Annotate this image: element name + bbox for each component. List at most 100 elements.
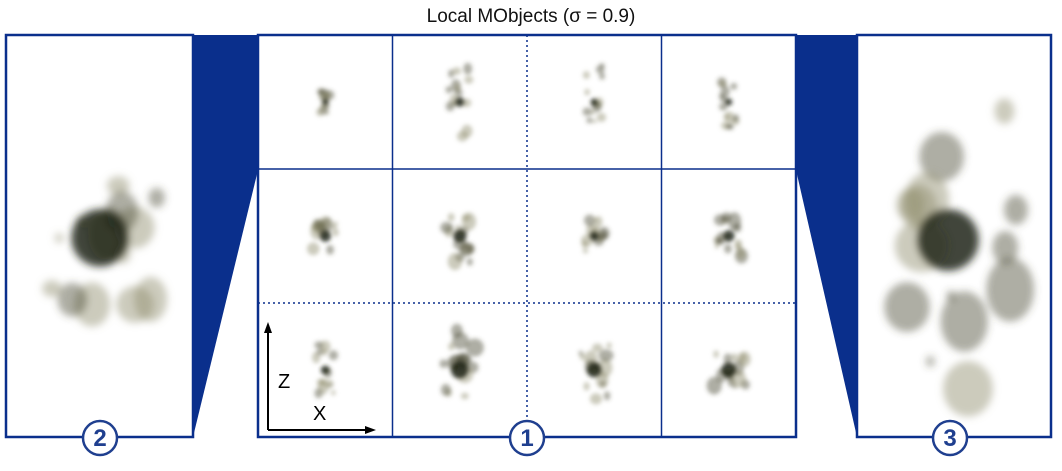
blob-fragment [723, 353, 733, 365]
blob-fragment [459, 242, 474, 257]
blob-fragment [724, 243, 732, 254]
blob-fragment [718, 103, 728, 111]
badge-1-circle [508, 419, 546, 457]
blob-fragment [579, 353, 585, 361]
axes-indicator: Z X [264, 322, 376, 434]
blob-fragment [596, 112, 607, 122]
blob-fragment [582, 107, 592, 116]
blob-fragment [586, 117, 593, 124]
badge-2-circle [81, 419, 119, 457]
blob-fragment [583, 382, 590, 391]
blob-fragment [603, 391, 611, 401]
grid-object-r1-c4 [717, 77, 740, 130]
blob-core [322, 98, 329, 106]
blob-fragment [316, 108, 324, 117]
blob-fragment [599, 72, 605, 80]
blob-fragment [445, 101, 455, 112]
blob-fragment [42, 280, 62, 297]
blob-fragment [332, 221, 338, 227]
blob-fragment [598, 236, 603, 243]
blob-fragment [54, 233, 64, 243]
blob-fragment [592, 119, 597, 124]
blob-core [586, 362, 602, 378]
grid-object-r1-c1 [316, 88, 335, 117]
blob-fragment [451, 332, 469, 350]
grid-objects [306, 62, 751, 405]
badge-3: 3 [931, 419, 969, 457]
blob-fragment [718, 93, 725, 99]
blob-fragment [332, 228, 339, 237]
x-axis-label: X [313, 403, 326, 425]
zoom-panel-2-object [42, 176, 168, 327]
grid-object-r3-c3 [578, 342, 614, 405]
blob-fragment [316, 348, 323, 356]
grid-object-r2-c1 [306, 216, 339, 256]
figure-title: Local MObjects (σ = 0.9) [427, 6, 636, 27]
blob-fragment [940, 291, 988, 352]
blob-fragment [606, 342, 612, 349]
grid-object-r2-c3 [581, 214, 610, 254]
blob-fragment [448, 342, 455, 351]
badge-2: 2 [81, 419, 119, 457]
badge-1-label: 1 [520, 425, 533, 452]
blob-fragment [582, 71, 590, 80]
blob-fragment [316, 378, 324, 387]
grid-object-r1-c3 [582, 63, 607, 124]
blob-fragment [466, 257, 473, 266]
grid-objects-blurred [306, 62, 751, 405]
blob-core [320, 365, 330, 375]
blob-fragment [106, 176, 130, 196]
blob-fragment [736, 246, 746, 259]
blob-fragment [316, 88, 324, 95]
blob-fragment [727, 212, 742, 231]
badge-2-label: 2 [93, 425, 106, 452]
blob-fragment [439, 359, 448, 369]
blob-core [917, 209, 979, 271]
blob-fragment [706, 376, 722, 395]
blob-core [725, 98, 733, 106]
blob-fragment [440, 221, 453, 234]
grid-object-r3-c4 [706, 350, 751, 395]
blob-fragment [592, 343, 603, 353]
blob-fragment [455, 224, 461, 231]
blob-core [721, 362, 737, 378]
blob-fragment [725, 123, 732, 130]
blob-fragment [440, 383, 451, 396]
blob-core [589, 231, 600, 241]
grid-object-r3-c1 [311, 340, 339, 399]
grid-object-r2-c4 [713, 212, 749, 264]
blob-core [319, 230, 331, 242]
blob-fragment [884, 282, 930, 332]
blob-core [454, 97, 465, 107]
blob-fragment [730, 82, 738, 90]
blob-fragment [714, 243, 720, 249]
grid-object-r1-c2 [445, 62, 474, 142]
blob-core [450, 361, 469, 379]
z-axis-label: Z [278, 371, 290, 393]
blob-fragment [330, 390, 336, 396]
right-zoom-connector [796, 35, 857, 437]
blob-fragment [732, 114, 740, 122]
badge-3-label: 3 [943, 425, 956, 452]
blob-fragment [582, 248, 589, 254]
badge-3-circle [931, 419, 969, 457]
blob-fragment [592, 217, 598, 222]
blob-fragment [454, 83, 461, 92]
grid-object-r3-c2 [439, 323, 484, 400]
blob-fragment [713, 350, 719, 358]
blob-fragment [896, 188, 925, 222]
blob-fragment [992, 230, 1019, 265]
blob-fragment [731, 353, 738, 362]
blob-fragment [116, 286, 154, 323]
blob-fragment [583, 214, 596, 227]
blob-fragment [595, 65, 605, 74]
blob-fragment [986, 257, 1035, 322]
zoom-object-2 [42, 176, 168, 327]
blob-fragment [994, 98, 1015, 124]
blob-fragment [737, 351, 751, 367]
blob-fragment [598, 349, 614, 362]
blob-fragment [919, 131, 965, 182]
blob-fragment [589, 393, 603, 405]
blob-fragment [445, 86, 453, 94]
